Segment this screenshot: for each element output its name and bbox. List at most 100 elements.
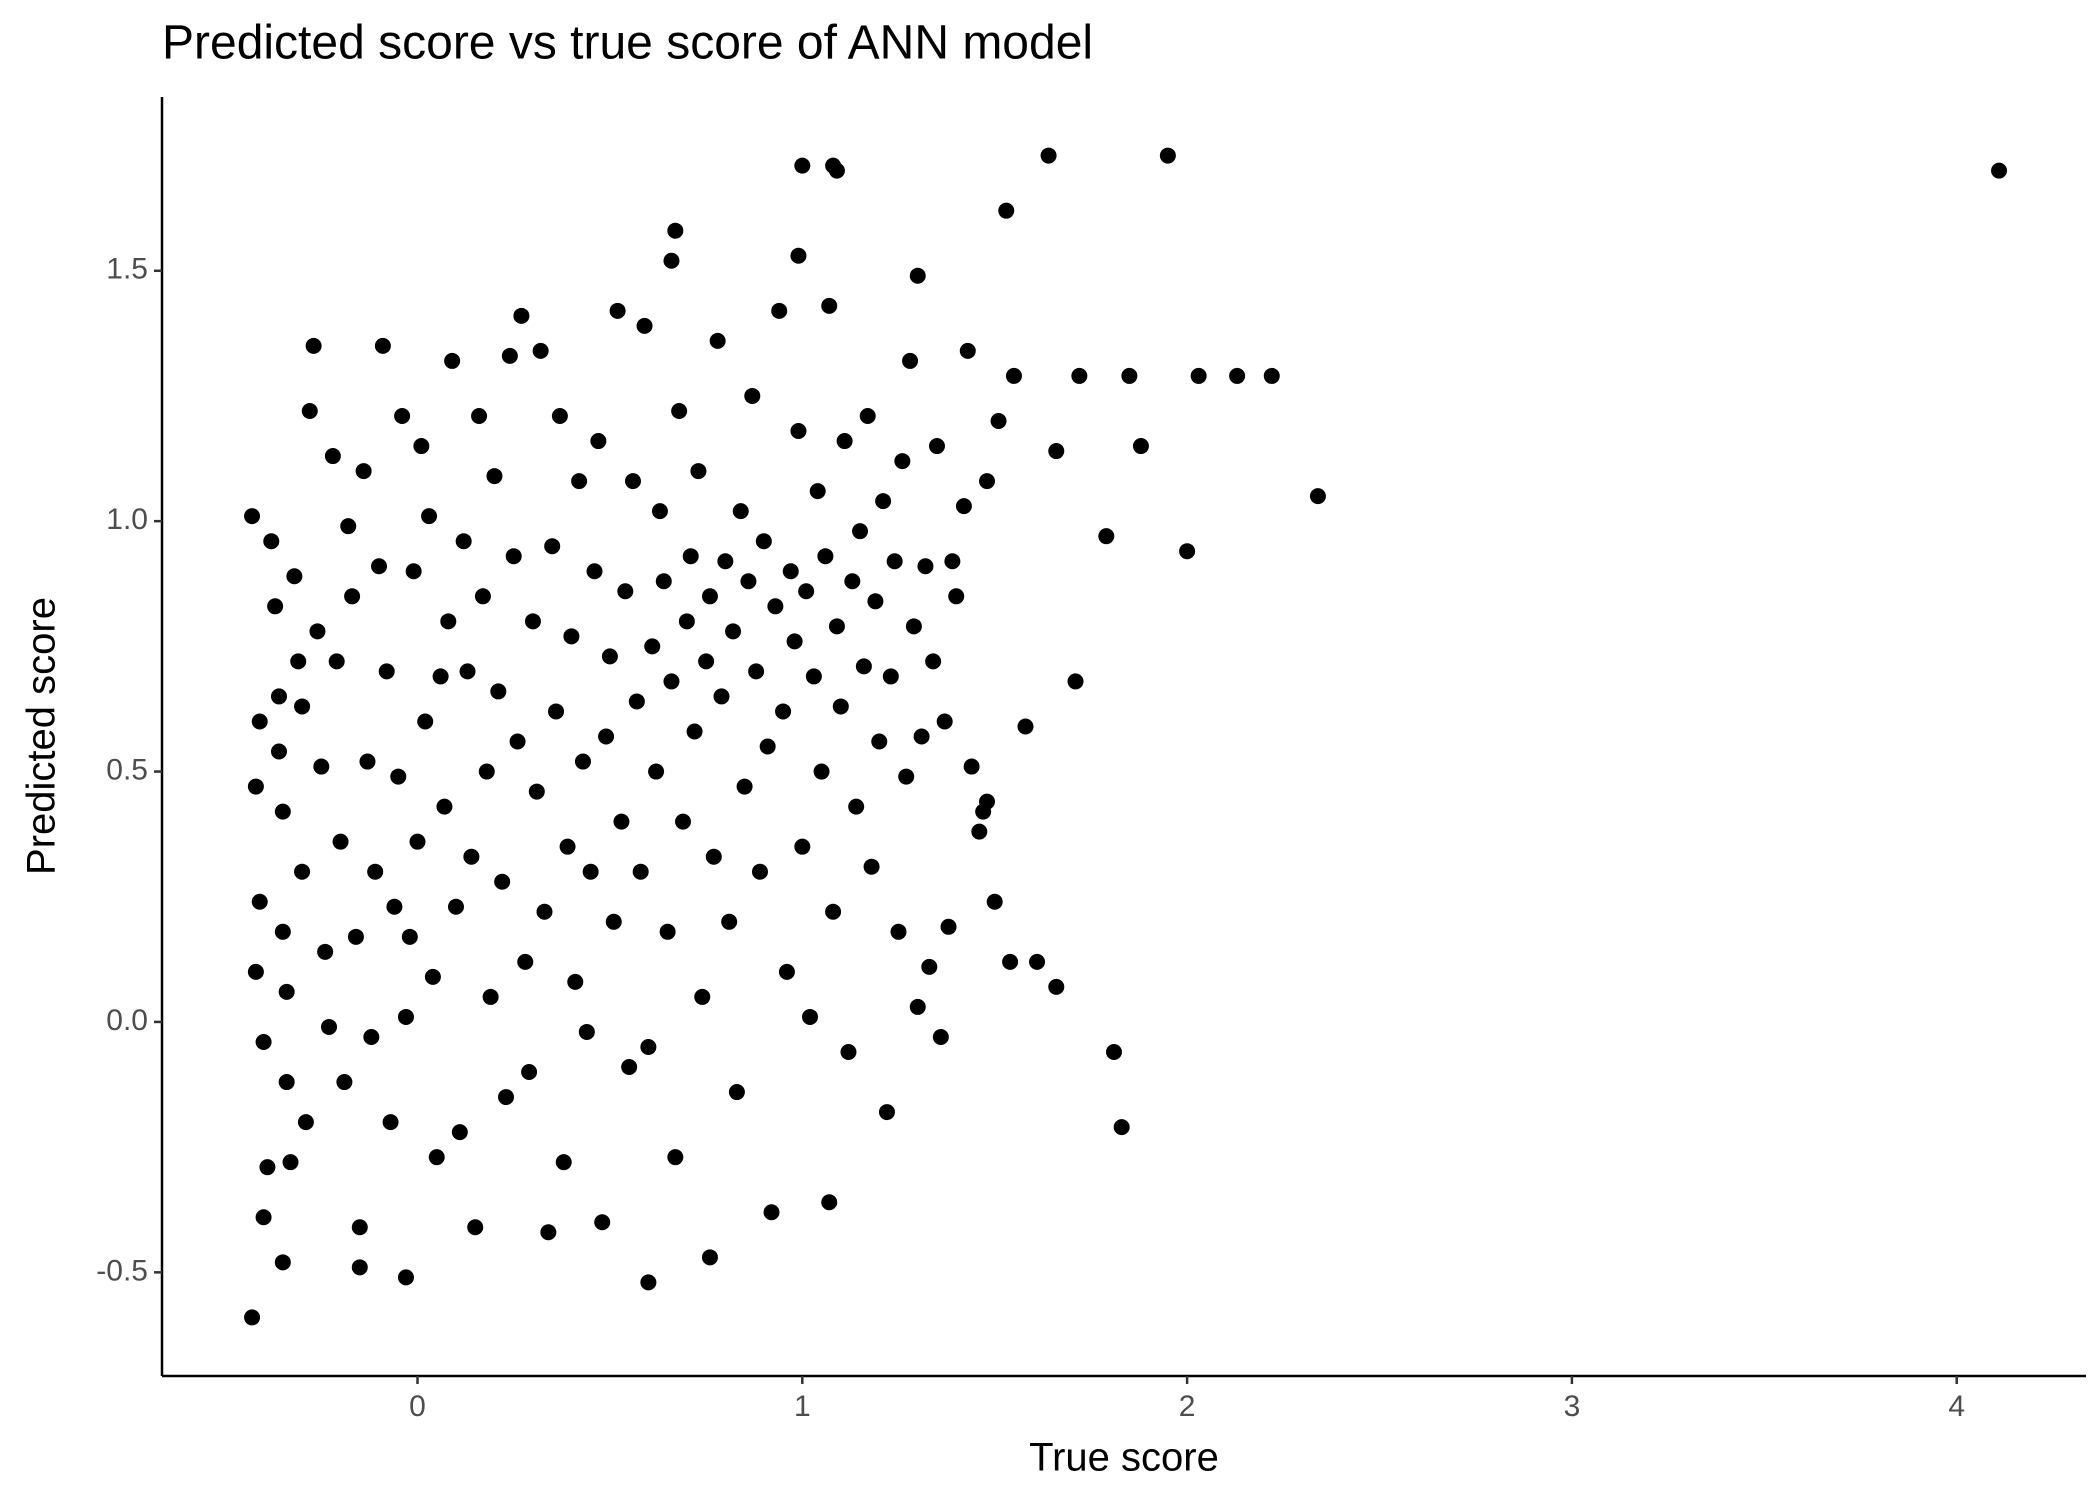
point bbox=[928, 438, 945, 455]
point bbox=[367, 863, 384, 880]
point bbox=[378, 663, 395, 680]
point bbox=[636, 317, 653, 334]
point bbox=[351, 1219, 368, 1236]
point bbox=[667, 1149, 684, 1166]
point bbox=[963, 758, 980, 775]
point bbox=[986, 893, 1003, 910]
point bbox=[513, 307, 530, 324]
point bbox=[936, 713, 953, 730]
point bbox=[855, 658, 872, 675]
point bbox=[482, 988, 499, 1005]
point bbox=[905, 618, 922, 635]
point bbox=[567, 973, 584, 990]
point bbox=[559, 838, 576, 855]
point bbox=[821, 1194, 838, 1211]
point bbox=[624, 473, 641, 490]
point bbox=[725, 623, 742, 640]
point bbox=[786, 633, 803, 650]
point bbox=[1132, 438, 1149, 455]
point bbox=[294, 863, 311, 880]
point bbox=[1190, 367, 1207, 384]
y-axis-title: Predicted score bbox=[20, 597, 64, 875]
point bbox=[290, 653, 307, 670]
point bbox=[628, 693, 645, 710]
point bbox=[763, 1204, 780, 1221]
point bbox=[524, 613, 541, 630]
point bbox=[794, 157, 811, 174]
point bbox=[890, 923, 907, 940]
point bbox=[1159, 147, 1176, 164]
point bbox=[490, 683, 507, 700]
point bbox=[255, 1209, 272, 1226]
point bbox=[417, 713, 434, 730]
point bbox=[409, 833, 426, 850]
point bbox=[675, 813, 692, 830]
point bbox=[278, 983, 295, 1000]
point bbox=[909, 267, 926, 284]
point bbox=[340, 518, 357, 535]
y-tick-label: 0.5 bbox=[106, 753, 148, 786]
point bbox=[578, 1023, 595, 1040]
point bbox=[371, 558, 388, 575]
point bbox=[1048, 978, 1065, 995]
point bbox=[998, 202, 1015, 219]
point bbox=[663, 673, 680, 690]
x-tick-label: 2 bbox=[1179, 1390, 1196, 1423]
point bbox=[447, 898, 464, 915]
point bbox=[944, 553, 961, 570]
point bbox=[1121, 367, 1138, 384]
x-tick-label: 4 bbox=[1948, 1390, 1965, 1423]
point bbox=[828, 618, 845, 635]
point bbox=[671, 402, 688, 419]
point bbox=[251, 713, 268, 730]
point bbox=[878, 1104, 895, 1121]
point bbox=[701, 588, 718, 605]
point bbox=[921, 958, 938, 975]
point bbox=[690, 463, 707, 480]
point bbox=[975, 803, 992, 820]
point bbox=[244, 1309, 261, 1326]
point bbox=[859, 407, 876, 424]
point bbox=[613, 813, 630, 830]
point bbox=[467, 1219, 484, 1236]
point bbox=[894, 453, 911, 470]
point bbox=[301, 402, 318, 419]
point bbox=[698, 653, 715, 670]
point bbox=[721, 913, 738, 930]
point bbox=[355, 463, 372, 480]
point bbox=[640, 1038, 657, 1055]
point bbox=[898, 768, 915, 785]
point bbox=[405, 563, 422, 580]
point bbox=[917, 558, 934, 575]
point bbox=[805, 668, 822, 685]
point bbox=[740, 573, 757, 590]
point bbox=[609, 302, 626, 319]
point bbox=[478, 763, 495, 780]
point bbox=[832, 698, 849, 715]
point bbox=[582, 863, 599, 880]
point bbox=[959, 342, 976, 359]
point bbox=[844, 573, 861, 590]
point bbox=[744, 387, 761, 404]
point bbox=[790, 247, 807, 264]
point bbox=[813, 763, 830, 780]
point bbox=[455, 533, 472, 550]
point bbox=[259, 1159, 276, 1176]
point bbox=[347, 928, 364, 945]
point bbox=[324, 448, 341, 465]
point bbox=[401, 928, 418, 945]
point bbox=[444, 352, 461, 369]
point bbox=[663, 252, 680, 269]
point bbox=[802, 1008, 819, 1025]
point bbox=[397, 1008, 414, 1025]
point bbox=[979, 473, 996, 490]
point bbox=[536, 903, 553, 920]
point bbox=[528, 783, 545, 800]
point bbox=[828, 162, 845, 179]
point bbox=[909, 998, 926, 1015]
point bbox=[871, 733, 888, 750]
point bbox=[555, 1154, 572, 1171]
point bbox=[617, 583, 634, 600]
point bbox=[274, 1254, 291, 1271]
point bbox=[544, 538, 561, 555]
